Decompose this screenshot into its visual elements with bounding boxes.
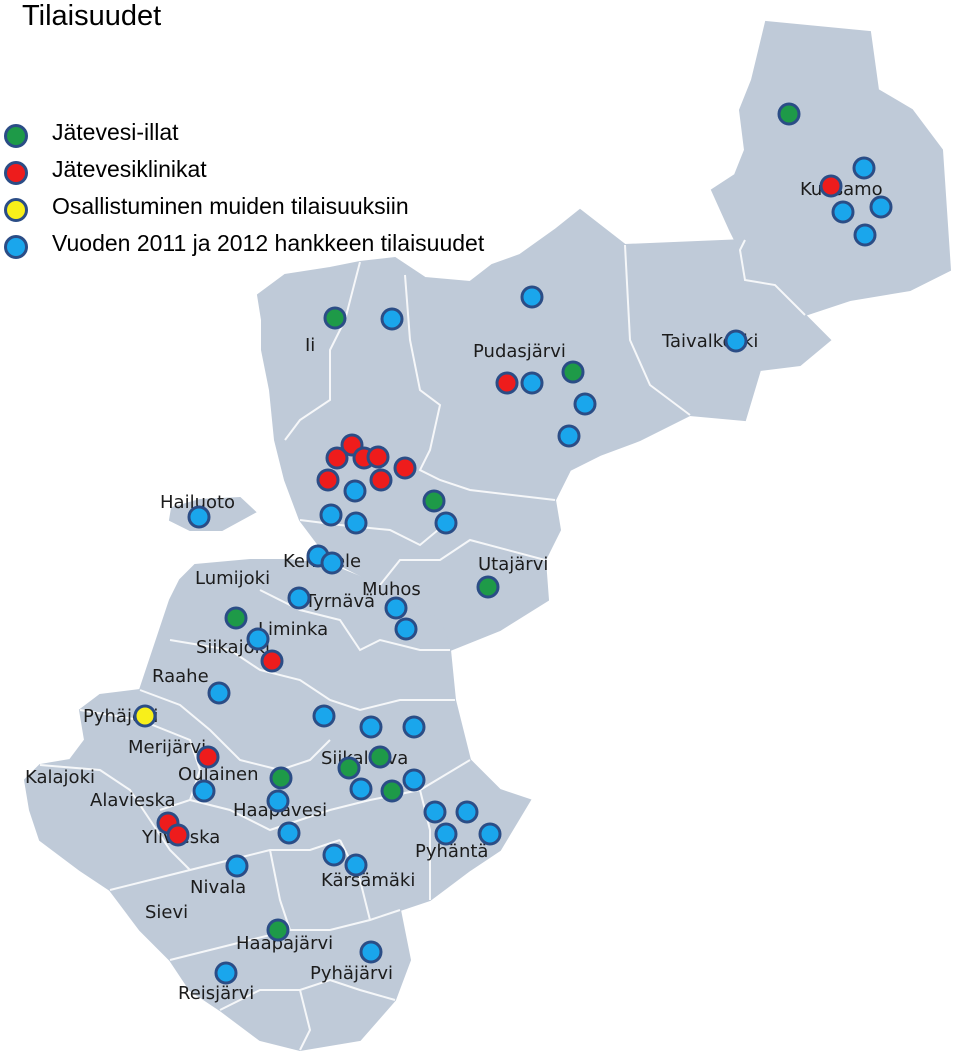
- place-label-oulainen: Oulainen: [178, 764, 259, 785]
- marker-red: [495, 371, 519, 395]
- marker-blue: [312, 704, 336, 728]
- place-label-utajarvi: Utajärvi: [478, 554, 548, 575]
- marker-blue: [322, 843, 346, 867]
- marker-yellow: [133, 704, 157, 728]
- marker-green: [476, 575, 500, 599]
- marker-blue: [434, 822, 458, 846]
- marker-blue: [402, 715, 426, 739]
- marker-blue: [869, 195, 893, 219]
- municipality-borders: [39, 239, 806, 1051]
- place-label-muhos: Muhos: [362, 579, 421, 600]
- legend-swatch-yellow: [4, 198, 28, 222]
- marker-blue: [724, 329, 748, 353]
- marker-blue: [520, 285, 544, 309]
- marker-blue: [434, 511, 458, 535]
- legend-swatch-red: [4, 161, 28, 185]
- marker-red: [325, 446, 349, 470]
- marker-blue: [277, 821, 301, 845]
- marker-blue: [359, 940, 383, 964]
- marker-red: [260, 649, 284, 673]
- marker-red: [196, 745, 220, 769]
- marker-blue: [343, 479, 367, 503]
- place-label-lumijoki: Lumijoki: [195, 568, 270, 589]
- marker-blue: [187, 505, 211, 529]
- marker-green: [777, 102, 801, 126]
- marker-blue: [394, 617, 418, 641]
- marker-blue: [344, 853, 368, 877]
- marker-blue: [214, 961, 238, 985]
- marker-blue: [287, 586, 311, 610]
- marker-blue: [573, 392, 597, 416]
- marker-blue: [402, 768, 426, 792]
- marker-blue: [853, 223, 877, 247]
- legend-label: Osallistuminen muiden tilaisuuksiin: [52, 193, 409, 219]
- marker-red: [369, 468, 393, 492]
- place-label-siikalatva: Siikalatva: [321, 748, 408, 769]
- place-label-liminka: Liminka: [258, 619, 328, 640]
- marker-green: [323, 306, 347, 330]
- marker-blue: [557, 424, 581, 448]
- map-title: Tilaisuudet: [22, 0, 162, 32]
- marker-blue: [192, 779, 216, 803]
- legend-swatch-green: [4, 124, 28, 148]
- place-label-nivala: Nivala: [190, 877, 246, 898]
- marker-blue: [359, 715, 383, 739]
- place-label-merijarvi: Merijärvi: [128, 737, 206, 758]
- marker-green: [337, 756, 361, 780]
- marker-blue: [246, 627, 270, 651]
- legend-label: Vuoden 2011 ja 2012 hankkeen tilaisuudet: [52, 230, 485, 256]
- legend-label: Jätevesiklinikat: [52, 156, 207, 182]
- marker-green: [269, 766, 293, 790]
- marker-blue: [349, 777, 373, 801]
- marker-blue: [831, 200, 855, 224]
- place-label-pudasjarvi: Pudasjärvi: [473, 341, 566, 362]
- marker-red: [366, 445, 390, 469]
- marker-red: [819, 174, 843, 198]
- place-label-alavieska: Alavieska: [90, 790, 176, 811]
- event-markers: [133, 102, 893, 985]
- place-label-kalajoki: Kalajoki: [25, 767, 95, 788]
- place-label-pyhanta: Pyhäntä: [415, 841, 488, 862]
- marker-blue: [384, 596, 408, 620]
- marker-green: [224, 606, 248, 630]
- marker-green: [561, 360, 585, 384]
- marker-blue: [423, 800, 447, 824]
- marker-green: [368, 745, 392, 769]
- marker-blue: [520, 371, 544, 395]
- marker-green: [422, 489, 446, 513]
- marker-green: [266, 918, 290, 942]
- marker-blue: [455, 800, 479, 824]
- marker-blue: [207, 681, 231, 705]
- marker-blue: [344, 511, 368, 535]
- legend-swatch-blue: [4, 235, 28, 259]
- place-label-karsamaki: Kärsämäki: [321, 870, 415, 891]
- marker-green: [380, 779, 404, 803]
- marker-blue: [852, 156, 876, 180]
- legend-label: Jätevesi-illat: [52, 119, 179, 145]
- marker-red: [166, 823, 190, 847]
- place-label-haapajarvi: Haapajärvi: [236, 933, 333, 954]
- marker-blue: [266, 789, 290, 813]
- place-label-hailuoto: Hailuoto: [160, 492, 235, 513]
- place-label-tyrnava: Tyrnävä: [304, 591, 375, 612]
- place-label-raahe: Raahe: [152, 666, 209, 687]
- place-label-sievi: Sievi: [145, 902, 188, 923]
- marker-blue: [380, 307, 404, 331]
- place-label-pyhajarvi: Pyhäjärvi: [310, 963, 393, 984]
- marker-blue: [320, 551, 344, 575]
- marker-blue: [319, 503, 343, 527]
- place-label-ii: Ii: [305, 335, 315, 356]
- place-label-reisjarvi: Reisjärvi: [178, 983, 254, 1004]
- marker-blue: [225, 854, 249, 878]
- marker-red: [316, 468, 340, 492]
- marker-red: [393, 456, 417, 480]
- marker-blue: [478, 822, 502, 846]
